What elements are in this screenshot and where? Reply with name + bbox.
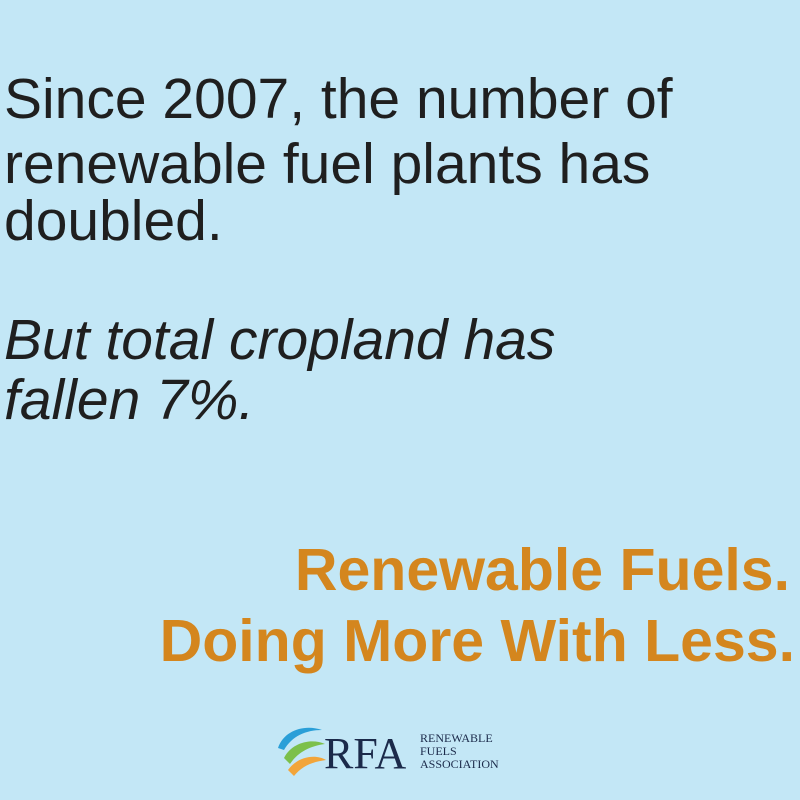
logo-acronym: RFA (324, 729, 407, 778)
logo-name-line: FUELS (420, 744, 457, 758)
statement-line: doubled. (4, 189, 223, 253)
statement-line: Since 2007, the number of (4, 67, 673, 131)
statement-line: renewable fuel plants has (4, 132, 650, 196)
tagline-line: Doing More With Less. (160, 608, 795, 674)
logo-name-line: ASSOCIATION (420, 757, 499, 771)
tagline-line: Renewable Fuels. (295, 537, 790, 603)
logo-name-line: RENEWABLE (420, 731, 493, 745)
logo-icon (278, 727, 326, 776)
contrast-line: But total cropland has (4, 308, 555, 372)
contrast-line: fallen 7%. (4, 368, 254, 432)
logo: RFA RENEWABLE FUELS ASSOCIATION (278, 727, 499, 778)
